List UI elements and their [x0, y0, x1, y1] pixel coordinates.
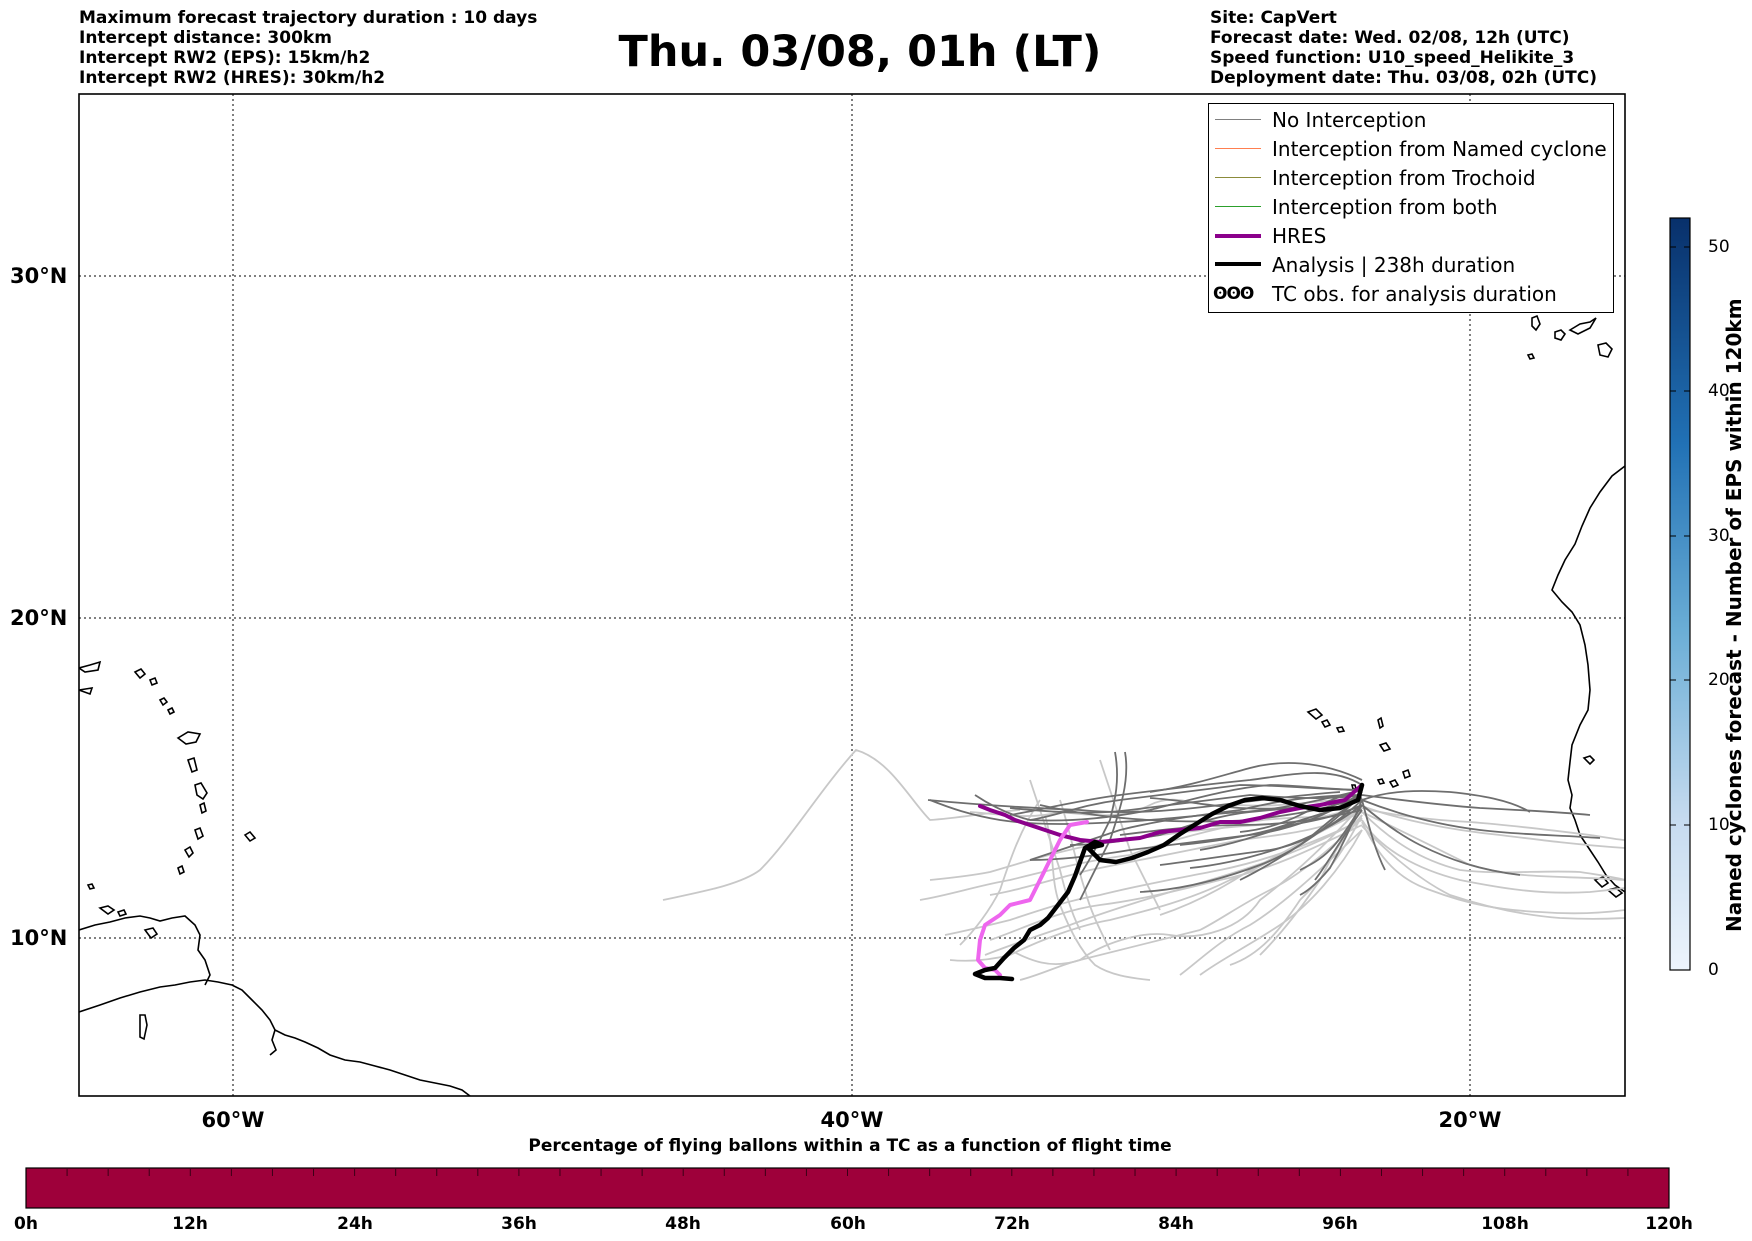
legend-swatch — [1215, 234, 1261, 238]
colorbar-tick-label: 40 — [1708, 381, 1730, 401]
legend-item: Analysis | 238h duration — [1209, 251, 1613, 280]
legend-item: HRES — [1209, 222, 1613, 251]
legend-label: Interception from Trochoid — [1272, 166, 1536, 190]
colorbar-title: Named cyclones forecast - Number of EPS … — [1722, 298, 1746, 932]
legend-label: HRES — [1272, 224, 1327, 248]
colorbar-tick-label: 84h — [1158, 1214, 1194, 1234]
lat-label: 30°N — [10, 264, 67, 288]
colorbar-tick-label: 30 — [1708, 526, 1730, 546]
legend-swatch — [1215, 148, 1261, 149]
colorbar-tick-label: 24h — [337, 1214, 373, 1234]
coastlines — [79, 314, 1625, 1096]
lat-label: 10°N — [10, 926, 67, 950]
legend-item: Interception from both — [1209, 193, 1613, 222]
map-frame — [78, 93, 1626, 1097]
info-line: Intercept RW2 (EPS): 15km/h2 — [79, 48, 371, 68]
colorbar-tick-label: 10 — [1708, 815, 1730, 835]
info-block-right: Site: CapVert Forecast date: Wed. 02/08,… — [1210, 8, 1597, 88]
legend-swatch — [1215, 262, 1261, 266]
analysis-trajectory — [972, 782, 1365, 982]
legend-swatch — [1215, 206, 1261, 207]
legend-item: Interception from Trochoid — [1209, 164, 1613, 193]
hres-trajectory — [976, 783, 1364, 977]
info-line: Deployment date: Thu. 03/08, 02h (UTC) — [1210, 68, 1597, 88]
colorbar-tick-label: 108h — [1481, 1214, 1529, 1234]
colorbar-tick-label: 50 — [1708, 237, 1730, 257]
eps-trajectories-light — [662, 748, 1625, 981]
lat-label: 20°N — [10, 606, 67, 630]
legend-label: Analysis | 238h duration — [1272, 253, 1516, 277]
colorbar-tick-label: 36h — [501, 1214, 537, 1234]
legend-label: Interception from Named cyclone — [1272, 137, 1607, 161]
legend-item: Interception from Named cyclone — [1209, 135, 1613, 164]
lon-label: 40°W — [821, 1108, 884, 1132]
colorbar-tick-label: 120h — [1645, 1214, 1693, 1234]
colorbar-tick-label: 20 — [1708, 670, 1730, 690]
colorbar-tick-label: 0h — [14, 1214, 38, 1234]
colorbar-ticks — [66, 1168, 1629, 1176]
colorbar-tick-label: 48h — [665, 1214, 701, 1234]
page-title: Thu. 03/08, 01h (LT) — [618, 27, 1102, 77]
legend-swatch — [1215, 119, 1261, 120]
info-line: Speed function: U10_speed_Helikite_3 — [1210, 48, 1575, 68]
colorbar-tick-label: 0 — [1708, 960, 1719, 980]
legend-item: ʘʘʘ TC obs. for analysis duration — [1209, 280, 1613, 309]
legend-label: No Interception — [1272, 108, 1427, 132]
tc-obs-icon: ʘʘʘ — [1213, 284, 1254, 304]
info-line: Intercept RW2 (HRES): 30km/h2 — [79, 68, 386, 88]
lon-label: 20°W — [1439, 1108, 1502, 1132]
colorbar-tick-label: 60h — [830, 1214, 866, 1234]
legend-swatch — [1215, 177, 1261, 178]
info-line: Site: CapVert — [1210, 8, 1337, 28]
legend-label: Interception from both — [1272, 195, 1498, 219]
legend-label: TC obs. for analysis duration — [1272, 282, 1557, 306]
colorbar-tick-label: 12h — [172, 1214, 208, 1234]
legend: No Interception Interception from Named … — [1208, 103, 1614, 313]
colorbar-tick-label: 96h — [1322, 1214, 1358, 1234]
colorbar-tick-label: 72h — [994, 1214, 1030, 1234]
lon-label: 60°W — [202, 1108, 265, 1132]
named-cyclones-colorbar — [1669, 217, 1691, 971]
legend-item: No Interception — [1209, 106, 1613, 135]
info-line: Maximum forecast trajectory duration : 1… — [79, 8, 538, 28]
info-line: Forecast date: Wed. 02/08, 12h (UTC) — [1210, 28, 1570, 48]
info-block-left: Maximum forecast trajectory duration : 1… — [79, 8, 537, 88]
colorbar-ticks — [1670, 246, 1690, 971]
info-line: Intercept distance: 300km — [79, 28, 332, 48]
colorbar-title: Percentage of flying ballons within a TC… — [528, 1136, 1172, 1156]
